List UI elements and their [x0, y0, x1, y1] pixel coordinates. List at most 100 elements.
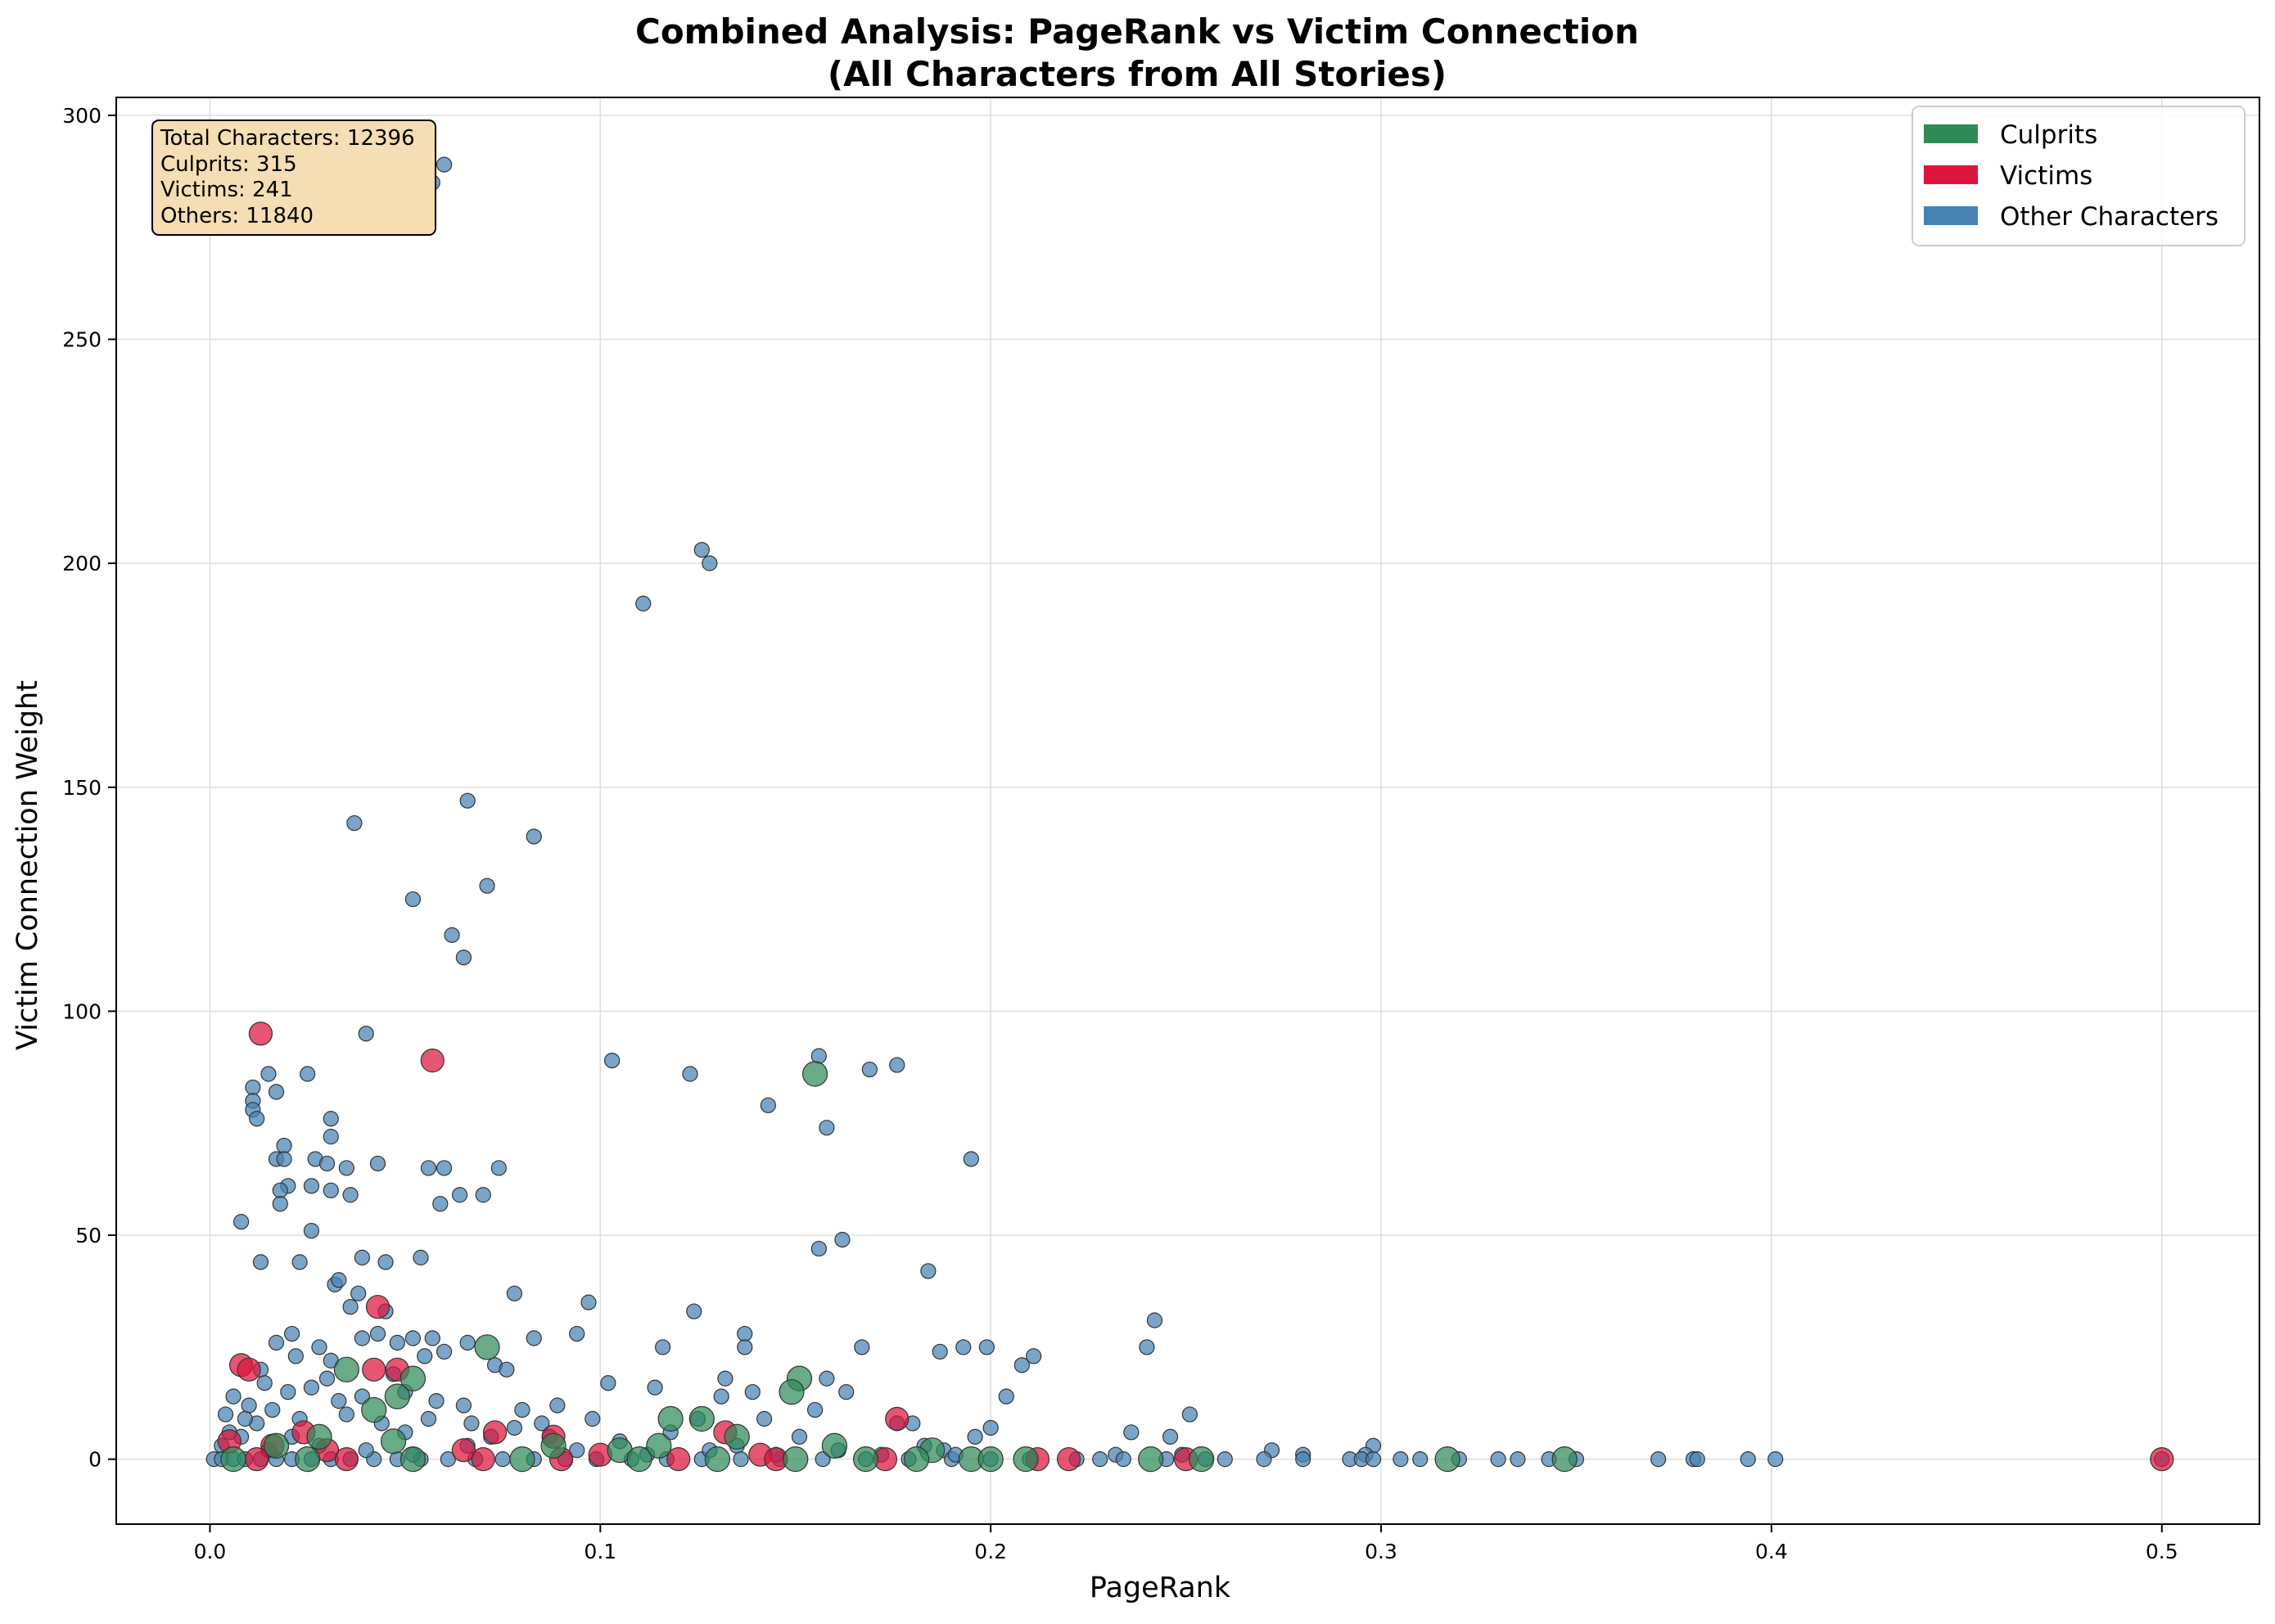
point-other-characters	[978, 1339, 995, 1356]
point-other-characters	[369, 1155, 386, 1172]
point-other-characters	[1139, 1339, 1155, 1356]
point-other-characters	[744, 1383, 761, 1401]
point-other-characters	[702, 555, 718, 571]
point-victims	[237, 1357, 261, 1382]
point-other-characters	[733, 1451, 749, 1468]
x-tick-label: 0.3	[1365, 1540, 1397, 1563]
stats-victims: Victims: 241	[160, 178, 293, 202]
point-other-characters	[655, 1339, 671, 1356]
point-other-characters	[982, 1419, 999, 1436]
point-victims	[471, 1447, 495, 1472]
point-other-characters	[241, 1397, 257, 1414]
point-other-characters	[889, 1057, 905, 1073]
point-other-characters	[463, 1415, 480, 1432]
point-culprits	[306, 1423, 332, 1450]
point-other-characters	[998, 1388, 1014, 1405]
point-other-characters	[479, 877, 495, 894]
point-other-characters	[635, 595, 652, 611]
point-other-characters	[424, 1330, 440, 1347]
point-other-characters	[1013, 1357, 1030, 1374]
point-other-characters	[237, 1410, 253, 1427]
point-victims	[885, 1406, 910, 1431]
point-culprits	[1138, 1446, 1164, 1473]
point-culprits	[657, 1405, 684, 1432]
point-other-characters	[1115, 1451, 1131, 1468]
point-culprits	[263, 1432, 290, 1459]
point-other-characters	[389, 1334, 405, 1351]
point-other-characters	[760, 1097, 776, 1113]
point-culprits	[474, 1334, 500, 1360]
point-other-characters	[331, 1392, 347, 1410]
point-other-characters	[717, 1370, 734, 1387]
x-tick-label: 0.0	[194, 1540, 227, 1563]
point-victims	[420, 1048, 445, 1073]
y-tick-label: 50	[75, 1224, 102, 1247]
point-other-characters	[791, 1428, 808, 1445]
point-culprits	[384, 1383, 410, 1410]
legend-label-victims: Victims	[2000, 161, 2092, 191]
point-other-characters	[272, 1196, 288, 1212]
x-tick-label: 0.2	[974, 1540, 1007, 1563]
point-victims	[482, 1420, 508, 1445]
point-other-characters	[686, 1303, 702, 1320]
point-other-characters	[264, 1401, 281, 1419]
point-other-characters	[838, 1383, 855, 1401]
point-other-characters	[280, 1383, 296, 1401]
point-other-characters	[1162, 1428, 1179, 1445]
point-culprits	[903, 1446, 930, 1473]
point-culprits	[1551, 1446, 1578, 1473]
point-other-characters	[331, 1272, 347, 1288]
point-other-characters	[526, 828, 542, 845]
point-other-characters	[232, 1214, 250, 1230]
point-other-characters	[1689, 1451, 1705, 1468]
y-tick-label: 200	[62, 552, 102, 575]
point-culprits	[724, 1423, 750, 1450]
point-other-characters	[600, 1375, 616, 1392]
point-other-characters	[276, 1137, 292, 1154]
point-other-characters	[526, 1330, 542, 1347]
legend-frame	[1912, 106, 2246, 246]
point-culprits	[704, 1446, 730, 1473]
point-other-characters	[369, 1325, 386, 1342]
point-other-characters	[291, 1254, 308, 1270]
point-other-characters	[338, 1160, 354, 1176]
point-other-characters	[1412, 1451, 1429, 1468]
data-points	[205, 156, 2174, 1473]
point-other-characters	[854, 1339, 870, 1356]
point-other-characters	[604, 1052, 621, 1069]
point-other-characters	[217, 1406, 234, 1423]
point-other-characters	[300, 1066, 316, 1082]
point-other-characters	[580, 1294, 597, 1310]
y-tick-label: 300	[62, 104, 102, 128]
point-other-characters	[436, 1160, 453, 1176]
point-other-characters	[713, 1388, 729, 1405]
point-other-characters	[693, 542, 710, 558]
point-victims	[666, 1447, 691, 1472]
point-other-characters	[1295, 1451, 1311, 1468]
point-other-characters	[737, 1339, 753, 1356]
point-victims	[451, 1438, 476, 1463]
point-other-characters	[358, 1442, 374, 1459]
point-other-characters	[490, 1160, 507, 1176]
point-other-characters	[346, 814, 363, 832]
point-other-characters	[1650, 1451, 1667, 1468]
point-victims	[362, 1357, 386, 1382]
point-other-characters	[323, 1111, 339, 1127]
point-other-characters	[1365, 1451, 1382, 1468]
point-other-characters	[252, 1254, 269, 1270]
point-other-characters	[819, 1370, 835, 1387]
point-culprits	[646, 1432, 672, 1459]
point-other-characters	[272, 1182, 288, 1198]
x-tick-label: 0.5	[2146, 1540, 2178, 1563]
point-victims	[334, 1447, 359, 1472]
point-other-characters	[323, 1182, 339, 1198]
point-other-characters	[1123, 1424, 1140, 1441]
point-other-characters	[1092, 1451, 1108, 1468]
point-other-characters	[1740, 1451, 1756, 1468]
point-other-characters	[861, 1061, 878, 1078]
point-other-characters	[420, 1410, 437, 1427]
point-culprits	[1013, 1446, 1039, 1473]
point-other-characters	[737, 1325, 753, 1342]
point-other-characters	[455, 1397, 472, 1414]
